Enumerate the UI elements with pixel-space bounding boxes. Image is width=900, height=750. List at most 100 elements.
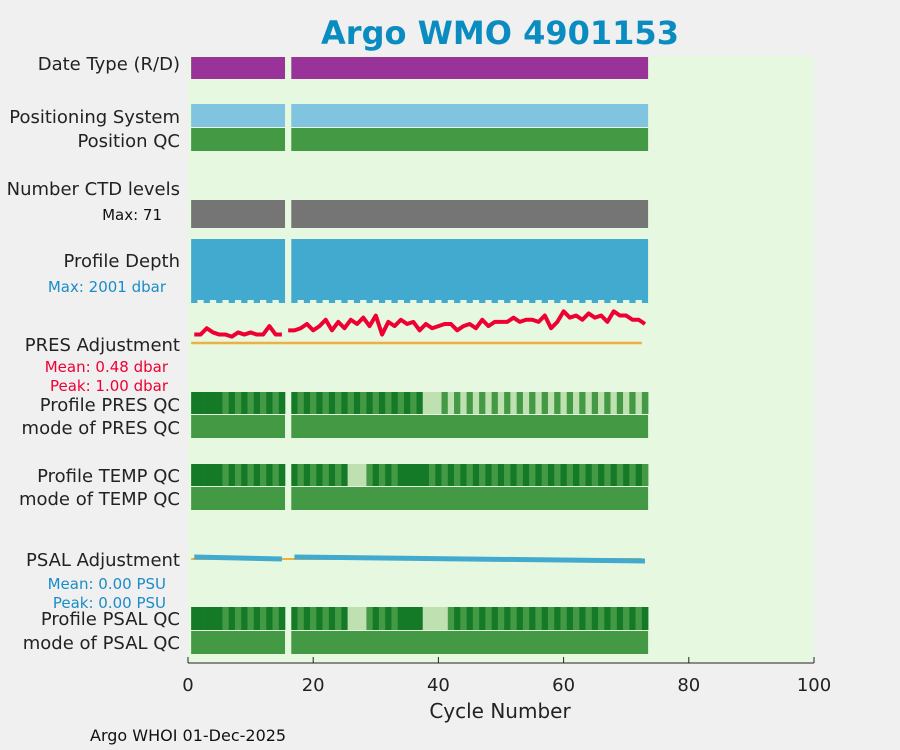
temp-qc-bar-cycle [322,464,330,486]
psal-qc-bar-cycle [253,607,261,630]
psal-qc-bar-cycle [422,607,430,630]
depth-dash [335,300,342,303]
depth-dash [360,300,367,303]
pres-qc-bar-cycle [222,392,229,414]
temp-qc-bar-cycle [385,464,392,486]
pres-qc-bar-cycle [278,392,286,414]
date-type-bar-segment [291,57,649,79]
pres-qc-bar-cycle [366,392,373,414]
temp-qc-bar-cycle [435,464,442,486]
temp-qc-bar-cycle [497,464,505,486]
psal-qc-bar-cycle [391,607,399,630]
psal-qc-bar-cycle [222,607,229,630]
psal-qc-bar-cycle [454,607,461,630]
depth-dash [197,300,204,303]
temp-qc-bar-cycle [347,464,355,486]
temp-qc-bar-cycle [278,464,286,486]
psal-qc-bar-cycle [328,607,336,630]
temp-qc-bar-cycle [291,464,298,486]
psal-qc-bar-cycle [504,607,511,630]
temp-qc-bar-cycle [259,464,267,486]
temp-qc-bar-cycle [541,464,549,486]
temp-qc-bar-cycle [310,464,317,486]
psal-qc-bar-cycle [410,607,417,630]
temp-qc-bar-cycle [197,464,204,486]
pres-qc-bar-cycle [598,392,605,414]
temp-qc-bar-cycle [510,464,517,486]
psal-qc-bar-cycle [641,607,649,630]
depth-dash [322,300,329,303]
date-type-bar-segment [191,57,286,79]
temp-qc-mode-bar-segment [291,487,649,510]
label-profile-temp-qc: Profile TEMP QC [37,466,180,487]
label-psal-mean: Mean: 0.00 PSU [48,575,166,593]
psal-qc-bar-cycle [610,607,618,630]
temp-qc-bar-cycle [228,464,236,486]
temp-qc-bar-cycle [209,464,217,486]
pres-adjustment-line [194,324,282,339]
psal-qc-bar-cycle [635,607,643,630]
pres-qc-bar-cycle [422,392,430,414]
psal-qc-bar-cycle [566,607,574,630]
label-profile-psal-qc: Profile PSAL QC [41,609,180,630]
psal-qc-bar-cycle [591,607,599,630]
ctd-levels-bar-segment [191,200,286,228]
pres-qc-bar-cycle [591,392,599,414]
temp-qc-bar-cycle [547,464,555,486]
pres-qc-bar-cycle [372,392,380,414]
depth-dash [497,300,505,303]
label-pres-peak: Peak: 1.00 dbar [50,377,169,395]
psal-qc-bar-cycle [560,607,568,630]
pres-qc-bar-cycle [479,392,486,414]
depth-dash [347,300,354,303]
label-pres-mean: Mean: 0.48 dbar [45,358,169,376]
pres-qc-bar-cycle [241,392,248,414]
pres-qc-bar-cycle [228,392,236,414]
temp-qc-bar-cycle [466,464,474,486]
psal-qc-bar-cycle [209,607,217,630]
depth-dash [435,300,442,303]
x-tick-label: 80 [677,675,700,696]
depth-dash [635,300,642,303]
temp-qc-bar-cycle [585,464,593,486]
pres-qc-bar-cycle [429,392,436,414]
psal-qc-bar-cycle [466,607,474,630]
depth-dash [234,300,242,303]
psal-qc-bar-cycle [598,607,605,630]
psal-qc-bar-cycle [529,607,536,630]
pres-qc-bar-cycle [191,392,198,414]
temp-qc-bar-cycle [591,464,599,486]
profile-depth-bar-segment [191,239,286,303]
depth-dash [472,300,480,303]
psal-qc-bar-cycle [234,607,242,630]
pres-qc-bar-cycle [310,392,317,414]
pres-qc-bar-cycle [385,392,392,414]
psal-qc-mode-bar [191,631,649,654]
pres-qc-bar-cycle [234,392,242,414]
depth-dash [310,300,317,303]
temp-qc-bar-cycle [479,464,486,486]
psal-qc-bar-cycle [385,607,392,630]
pres-qc-bar-cycle [316,392,323,414]
psal-qc-bar-cycle [547,607,555,630]
psal-qc-bar-cycle [616,607,624,630]
psal-qc-bar-cycle [266,607,273,630]
depth-dash [209,300,217,303]
x-tick-label: 20 [302,675,325,696]
psal-qc-bar-cycle [322,607,330,630]
temp-qc-bar-cycle [360,464,367,486]
pres-qc-bar-cycle [485,392,492,414]
psal-qc-bar-cycle [510,607,517,630]
temp-qc-bar-cycle [403,464,411,486]
temp-qc-bar-cycle [641,464,649,486]
temp-qc-bar-cycle [635,464,643,486]
temp-qc-bar-cycle [222,464,229,486]
pres-qc-bar-cycle [253,392,261,414]
temp-qc-bar-cycle [247,464,255,486]
pres-qc-bar-cycle [616,392,624,414]
psal-qc-bar-cycle [297,607,305,630]
psal-qc-bar-cycle [572,607,580,630]
pres-qc-bar-cycle [341,392,348,414]
pres-qc-bar-cycle [522,392,530,414]
depth-dash [610,300,617,303]
